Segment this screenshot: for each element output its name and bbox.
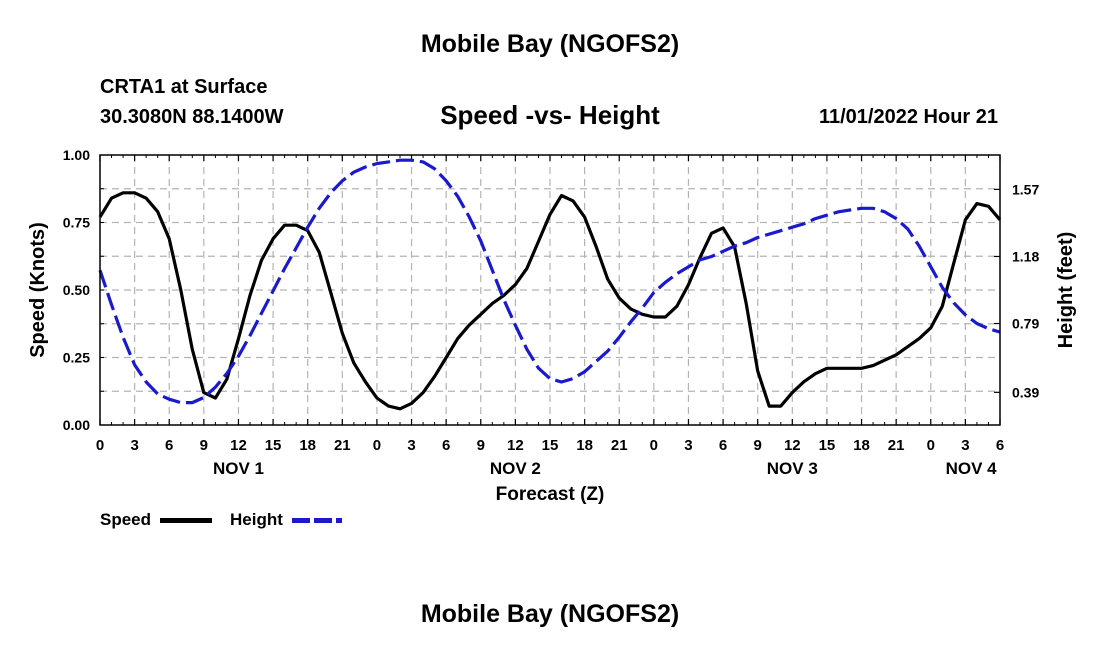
x-tick-label: 15 xyxy=(265,437,282,454)
x-tick-label: 3 xyxy=(130,437,138,454)
series-line-height xyxy=(98,158,1001,405)
y-tick-label: 0.00 xyxy=(63,417,90,433)
x-tick-label: 0 xyxy=(650,437,658,454)
x-tick-label: 9 xyxy=(477,437,485,454)
x-tick-label: 15 xyxy=(542,437,559,454)
x-tick-label: 6 xyxy=(719,437,727,454)
x-tick-label: 18 xyxy=(576,437,593,454)
series-layer xyxy=(98,158,1002,411)
forecast-datetime: 11/01/2022 Hour 21 xyxy=(818,106,998,128)
page-title: Mobile Bay (NGOFS2) xyxy=(420,30,680,58)
x-tick-label: 0 xyxy=(373,437,381,454)
series-line-speed xyxy=(98,191,1002,411)
x-tick-label: 3 xyxy=(407,437,415,454)
day-label: NOV 4 xyxy=(946,459,998,478)
x-tick-labels: 0 3 6 9 12 15 18 21 0 3 6 9 12 15 18 21 0 3 6 9 12 15 18 21 0 3 6 xyxy=(96,437,1004,454)
y2-tick-label: 0.79 xyxy=(1012,316,1039,332)
x-tick-label: 21 xyxy=(888,437,905,454)
x-tick-label: 18 xyxy=(299,437,316,454)
x-tick-label: 6 xyxy=(442,437,450,454)
speed-height-chart: 0 3 6 9 12 15 18 21 0 3 6 9 12 15 18 21 0 3 6 9 12 15 18 21 0 3 6 … xyxy=(27,147,1077,505)
y-tick-label: 0.25 xyxy=(63,350,90,366)
y2-tick-labels: 0.39 0.79 1.18 1.57 xyxy=(1012,181,1039,400)
x-tick-label: 6 xyxy=(996,437,1004,454)
x-tick-label: 3 xyxy=(961,437,969,454)
x-tick-label: 3 xyxy=(684,437,692,454)
y-tick-labels: 0.00 0.25 0.50 0.75 1.00 xyxy=(63,147,90,433)
y-tick-label: 0.75 xyxy=(63,215,90,231)
day-label: NOV 1 xyxy=(213,459,264,478)
x-axis-label: Forecast (Z) xyxy=(496,484,605,505)
day-labels: NOV 1 NOV 2 NOV 3 NOV 4 xyxy=(213,459,997,478)
x-tick-label: 6 xyxy=(165,437,173,454)
legend-height-label: Height xyxy=(230,510,283,529)
y-axis-label: Speed (Knots) xyxy=(27,222,49,358)
x-tick-label: 0 xyxy=(927,437,935,454)
x-tick-label: 12 xyxy=(230,437,247,454)
y-tick-label: 0.50 xyxy=(63,282,90,298)
grid-lines xyxy=(100,155,1000,425)
y2-tick-label: 1.18 xyxy=(1012,248,1039,264)
x-tick-label: 15 xyxy=(819,437,836,454)
legend-height-swatch xyxy=(292,518,342,523)
x-tick-label: 12 xyxy=(784,437,801,454)
legend-speed-label: Speed xyxy=(100,510,152,529)
y-tick-label: 1.00 xyxy=(63,147,90,163)
day-label: NOV 2 xyxy=(490,459,541,478)
legend-speed-swatch xyxy=(160,518,212,523)
station-coordinates: 30.3080N 88.1400W xyxy=(100,106,284,128)
x-tick-label: 9 xyxy=(754,437,762,454)
x-tick-label: 12 xyxy=(507,437,524,454)
day-label: NOV 3 xyxy=(767,459,818,478)
x-tick-label: 18 xyxy=(853,437,870,454)
plot-frame xyxy=(99,154,1001,426)
x-tick-label: 9 xyxy=(200,437,208,454)
x-tick-label: 21 xyxy=(334,437,351,454)
station-label: CRTA1 at Surface xyxy=(100,76,268,98)
y2-tick-label: 0.39 xyxy=(1012,384,1039,400)
y2-tick-label: 1.57 xyxy=(1012,181,1039,197)
x-tick-label: 0 xyxy=(96,437,104,454)
footer-title: Mobile Bay (NGOFS2) xyxy=(420,600,680,628)
x-tick-label: 21 xyxy=(611,437,628,454)
chart-title: Speed -vs- Height xyxy=(440,100,660,130)
y2-axis-label: Height (feet) xyxy=(1055,232,1077,349)
